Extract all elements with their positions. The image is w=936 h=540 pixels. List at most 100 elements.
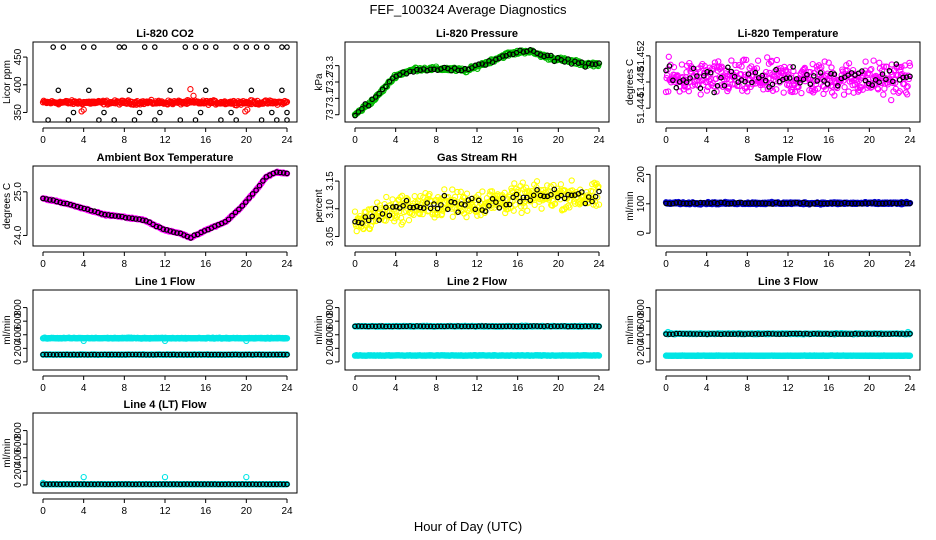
data-point-raw (883, 63, 890, 70)
data-point-average (105, 212, 112, 218)
data-point-average (243, 44, 250, 50)
data-point-raw (244, 106, 251, 113)
data-point-raw (773, 86, 780, 93)
data-point-average (389, 204, 396, 210)
data-point-average (714, 83, 721, 89)
y-tick-label: 73.1 (325, 88, 336, 108)
y-axis-label: degrees C (625, 59, 636, 105)
data-point-raw (868, 65, 875, 73)
data-point-average (489, 196, 496, 202)
data-point-raw (867, 66, 874, 74)
data-point-average (256, 182, 263, 189)
data-point-raw (475, 191, 482, 199)
data-point-average (666, 63, 673, 69)
data-point-average (152, 117, 158, 123)
data-point-average (790, 64, 797, 70)
data-point-raw (728, 57, 735, 64)
data-point-average (136, 216, 143, 223)
data-point-average (527, 197, 534, 204)
data-point-average (400, 203, 406, 209)
data-point-average (499, 53, 506, 59)
data-point-raw (417, 192, 424, 200)
data-point-average (153, 223, 160, 230)
data-point-average (160, 226, 167, 233)
x-tick-label: 24 (904, 383, 916, 394)
data-point-raw (391, 218, 398, 225)
data-point-average (907, 73, 913, 80)
y-axis-label: kPa (314, 73, 325, 91)
data-point-raw (411, 193, 418, 200)
y-tick-label: 25.0 (13, 182, 24, 202)
data-point-raw (870, 57, 877, 64)
data-point-average (47, 197, 53, 203)
data-point-average (448, 199, 455, 205)
data-point-average (859, 68, 865, 74)
data-point-average (697, 85, 704, 92)
x-tick-label: 4 (704, 135, 710, 146)
x-tick-label: 16 (512, 135, 524, 146)
x-tick-label: 20 (553, 135, 565, 146)
data-point-average (690, 65, 697, 72)
data-point-average (673, 84, 680, 91)
x-tick-label: 4 (393, 259, 399, 270)
data-point-average (683, 79, 690, 86)
data-point-average (762, 77, 769, 84)
x-tick-label: 0 (663, 259, 669, 270)
data-point-raw (874, 86, 882, 93)
data-point-average (372, 205, 379, 212)
plot-frame (655, 41, 921, 123)
data-point-average (769, 81, 776, 88)
data-point-average (45, 117, 51, 123)
data-point-raw (686, 59, 693, 67)
data-point-raw (845, 60, 853, 67)
data-point-average (472, 62, 479, 69)
data-point-average (55, 87, 62, 94)
data-point-average (277, 169, 283, 176)
data-point-average (157, 109, 163, 116)
x-tick-label: 4 (704, 259, 710, 270)
data-point-average (233, 117, 240, 123)
data-point-raw (696, 77, 703, 84)
data-point-raw (524, 207, 531, 214)
data-point-average (486, 203, 492, 209)
data-point-average (900, 74, 906, 81)
data-point-average (783, 75, 790, 82)
x-tick-label: 12 (159, 135, 171, 146)
data-point-average (80, 44, 87, 50)
data-point-average (427, 66, 434, 73)
data-point-average (434, 205, 441, 212)
x-tick-label: 4 (393, 135, 399, 146)
data-point-average (876, 79, 882, 86)
data-point-average (862, 77, 869, 84)
data-point-raw (449, 186, 456, 193)
data-point-raw (190, 92, 197, 99)
data-point-average (365, 217, 372, 224)
data-point-average (129, 215, 136, 222)
data-point-average (152, 44, 158, 50)
x-tick-label: 24 (593, 383, 605, 394)
data-point-average (379, 86, 386, 93)
data-point-average (427, 205, 434, 212)
data-point-raw (878, 67, 886, 74)
data-point-raw (780, 89, 787, 96)
data-point-raw (697, 91, 704, 98)
data-point-raw (876, 59, 883, 66)
y-axis-label: percent (314, 189, 325, 223)
data-point-raw (283, 98, 291, 106)
x-tick-label: 12 (159, 383, 171, 394)
data-point-average (112, 213, 119, 219)
data-point-raw (703, 87, 711, 94)
data-point-raw (773, 56, 781, 64)
x-tick-label: 12 (471, 135, 483, 146)
plot-frame (344, 165, 610, 247)
data-point-raw (888, 96, 895, 104)
data-point-average (260, 178, 266, 184)
data-point-average (417, 67, 424, 73)
data-point-average (451, 199, 458, 206)
data-point-average (182, 44, 189, 50)
data-point-raw (764, 54, 771, 61)
data-point-average (167, 87, 173, 94)
x-tick-label: 24 (904, 135, 916, 146)
data-point-average (517, 198, 523, 205)
